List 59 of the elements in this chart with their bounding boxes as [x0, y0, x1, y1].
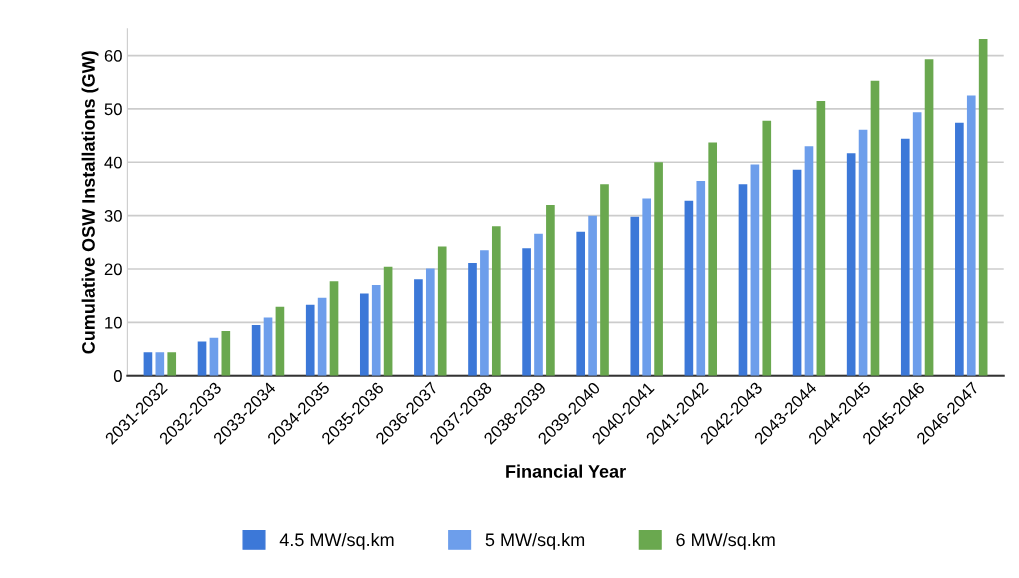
- legend-label: 5 MW/sq.km: [485, 532, 585, 550]
- bar: [371, 285, 381, 376]
- legend-label: 6 MW/sq.km: [676, 532, 775, 550]
- bar: [588, 215, 597, 376]
- bar: [978, 39, 988, 376]
- y-tick-label: 10: [105, 316, 122, 329]
- bar: [522, 248, 531, 376]
- y-axis-title: Cumulative OSW Installations (GW): [81, 51, 99, 354]
- bar: [317, 297, 327, 376]
- bar: [708, 142, 718, 376]
- bar: [359, 293, 369, 376]
- y-tick-label: 40: [104, 156, 122, 169]
- bar: [383, 266, 393, 376]
- bar: [167, 352, 177, 376]
- bar: [155, 352, 165, 376]
- bar: [816, 100, 826, 376]
- bar: [414, 279, 423, 376]
- bar: [546, 204, 555, 376]
- bar: [251, 325, 261, 376]
- bar: [792, 169, 802, 376]
- bar: [654, 162, 663, 376]
- bar: [966, 95, 976, 376]
- bar: [762, 120, 772, 376]
- bar: [576, 231, 586, 376]
- bar: [846, 153, 856, 376]
- bar: [221, 330, 231, 376]
- bar: [870, 80, 880, 376]
- bar: [642, 198, 652, 376]
- bar: [425, 268, 435, 376]
- bar: [143, 352, 153, 376]
- y-tick-label: 20: [104, 263, 122, 276]
- x-axis-title: Financial Year: [506, 464, 626, 478]
- bar: [263, 317, 273, 376]
- bar: [738, 184, 748, 376]
- bar: [804, 146, 814, 376]
- bar: [491, 226, 501, 376]
- bar: [696, 180, 706, 376]
- bar: [912, 112, 922, 376]
- bar: [955, 122, 964, 376]
- bar: [437, 246, 447, 376]
- bar: [750, 164, 760, 376]
- bar: [209, 337, 219, 376]
- y-tick-label: 50: [104, 103, 122, 116]
- bar: [305, 304, 315, 376]
- bar: [275, 306, 285, 376]
- legend-label: 4.5 MW/sq.km: [279, 532, 394, 550]
- y-tick-label: 60: [104, 49, 122, 62]
- y-tick-label: 30: [104, 210, 122, 222]
- bar: [480, 250, 489, 376]
- bar: [329, 281, 339, 376]
- bar: [600, 184, 609, 376]
- bar: [468, 263, 477, 376]
- bar: [630, 216, 640, 376]
- bar: [900, 138, 910, 376]
- bar: [534, 233, 543, 376]
- y-tick-label: 0: [113, 370, 122, 382]
- bar: [684, 200, 694, 376]
- bar: [858, 129, 868, 376]
- bar: [924, 59, 934, 376]
